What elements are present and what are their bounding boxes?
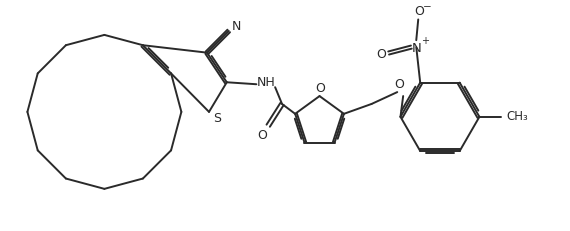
Text: N: N (232, 19, 241, 32)
Text: CH₃: CH₃ (506, 110, 528, 123)
Text: +: + (421, 36, 429, 46)
Text: O: O (258, 128, 267, 141)
Text: S: S (213, 112, 221, 125)
Text: O: O (316, 81, 325, 94)
Text: O: O (394, 77, 404, 90)
Text: O: O (376, 47, 386, 60)
Text: NH: NH (257, 76, 276, 88)
Text: N: N (412, 41, 421, 54)
Text: −: − (423, 2, 431, 12)
Text: O: O (414, 5, 424, 18)
